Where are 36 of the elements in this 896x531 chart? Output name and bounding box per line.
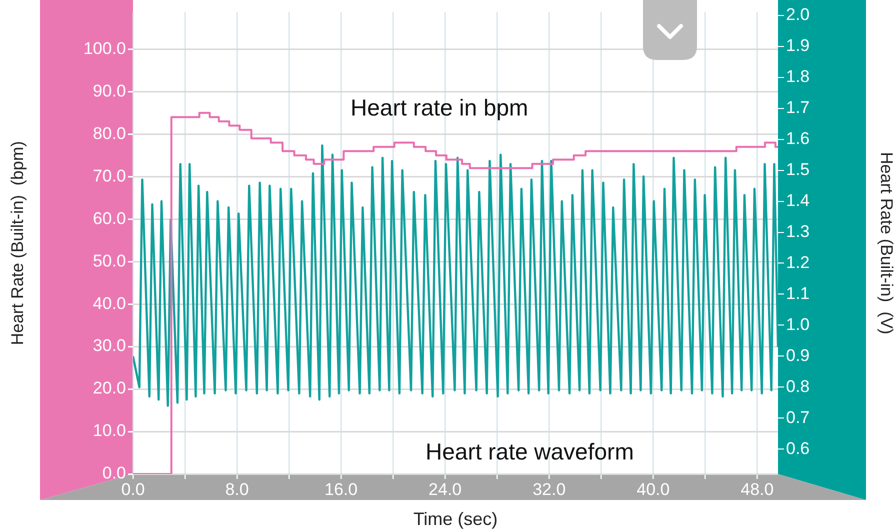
y2-tick-label: 1.6	[786, 128, 810, 148]
y2-tick-label: 1.4	[786, 190, 810, 210]
y2-tick-label: 1.7	[786, 98, 810, 117]
y2-tick-label: 1.8	[786, 66, 810, 86]
y2-tick-label: 1.1	[786, 284, 810, 303]
y2-tick-label: 1.3	[786, 222, 810, 241]
x-axis-title: Time (sec)	[413, 509, 498, 530]
y2-tick-label: 0.9	[786, 346, 810, 365]
y2-tick-label: 1.9	[786, 36, 810, 55]
y-tick-label: 30.0	[92, 336, 126, 356]
y2-tick-label: 1.0	[786, 314, 810, 334]
x-tick-label: 40.0	[636, 480, 670, 499]
y2-tick-label: 0.7	[786, 408, 810, 427]
y2-axis-title: Heart Rate (Built-in) (V)	[877, 152, 896, 334]
y2-tick-label: 1.5	[786, 160, 810, 179]
x-tick-label: 24.0	[428, 480, 462, 499]
y-tick-label: 60.0	[92, 208, 126, 228]
y2-tick-label: 1.2	[786, 252, 810, 272]
x-tick-label: 16.0	[324, 480, 358, 499]
series-label: Heart rate in bpm	[350, 94, 528, 121]
y-tick-label: 90.0	[92, 81, 126, 100]
y2-tick-label: 0.6	[786, 438, 810, 458]
y2-tick-label: 0.8	[786, 376, 810, 396]
y-tick-label: 100.0	[83, 38, 126, 58]
y-axis-title: Heart Rate (Built-in) (bpm)	[8, 141, 27, 346]
y-tick-label: 80.0	[92, 124, 126, 143]
x-tick-label: 8.0	[225, 480, 249, 499]
y-tick-label: 10.0	[92, 421, 126, 440]
x-tick-label: 32.0	[532, 480, 566, 499]
series-label: Heart rate waveform	[425, 438, 634, 465]
y-tick-label: 40.0	[92, 294, 126, 313]
y2-tick-label: 2.0	[786, 4, 810, 24]
y-tick-label: 70.0	[92, 166, 126, 186]
y-tick-label: 20.0	[92, 378, 126, 398]
y-tick-label: 50.0	[92, 251, 126, 270]
x-tick-label: 48.0	[740, 480, 774, 499]
